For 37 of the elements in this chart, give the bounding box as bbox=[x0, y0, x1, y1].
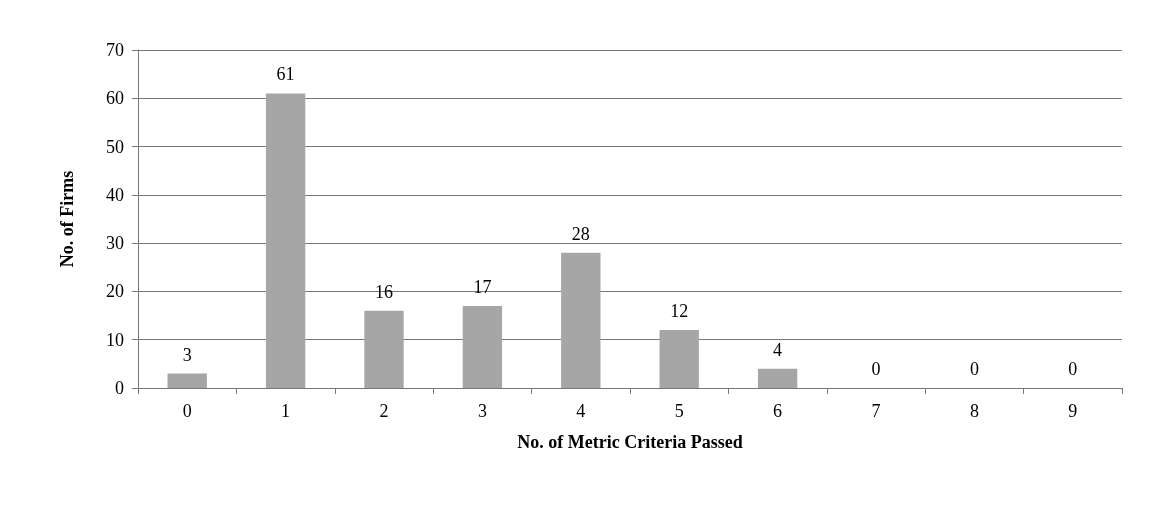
y-tick-label: 0 bbox=[115, 378, 124, 398]
y-tick-label: 10 bbox=[106, 329, 124, 350]
data-label: 28 bbox=[571, 223, 590, 244]
x-tick-label: 6 bbox=[773, 401, 783, 421]
y-axis-title: No. of Firms bbox=[57, 170, 77, 268]
x-tick-label: 3 bbox=[477, 401, 487, 421]
data-label: 17 bbox=[473, 276, 492, 297]
y-tick-label: 20 bbox=[106, 281, 124, 302]
bar bbox=[659, 330, 699, 388]
y-tick-label: 70 bbox=[106, 40, 124, 60]
data-label: 0 bbox=[969, 359, 979, 379]
bar bbox=[364, 310, 404, 388]
data-label: 4 bbox=[773, 339, 783, 360]
x-tick-label: 7 bbox=[871, 401, 881, 421]
y-tick-label: 50 bbox=[106, 136, 124, 157]
x-tick-label: 4 bbox=[576, 401, 586, 421]
x-tick-label: 9 bbox=[1068, 401, 1078, 421]
x-axis-title: No. of Metric Criteria Passed bbox=[517, 432, 743, 452]
x-tick-label: 2 bbox=[379, 401, 389, 421]
bar bbox=[561, 252, 601, 388]
bar bbox=[757, 368, 798, 388]
data-label: 16 bbox=[375, 281, 393, 302]
data-label: 0 bbox=[1068, 359, 1078, 379]
bar bbox=[462, 305, 503, 388]
x-tick-label: 0 bbox=[182, 401, 192, 421]
data-label: 3 bbox=[182, 344, 192, 365]
x-tick-label: 1 bbox=[281, 401, 291, 421]
data-label: 61 bbox=[276, 64, 295, 85]
data-label: 12 bbox=[670, 301, 689, 322]
bar bbox=[265, 93, 306, 388]
y-tick-label: 30 bbox=[106, 233, 124, 254]
y-tick-label: 40 bbox=[106, 184, 124, 205]
data-label: 0 bbox=[871, 359, 881, 379]
x-tick-label: 5 bbox=[674, 401, 684, 421]
x-tick-label: 8 bbox=[969, 401, 979, 421]
bar bbox=[167, 373, 207, 388]
y-tick-label: 60 bbox=[106, 88, 124, 109]
